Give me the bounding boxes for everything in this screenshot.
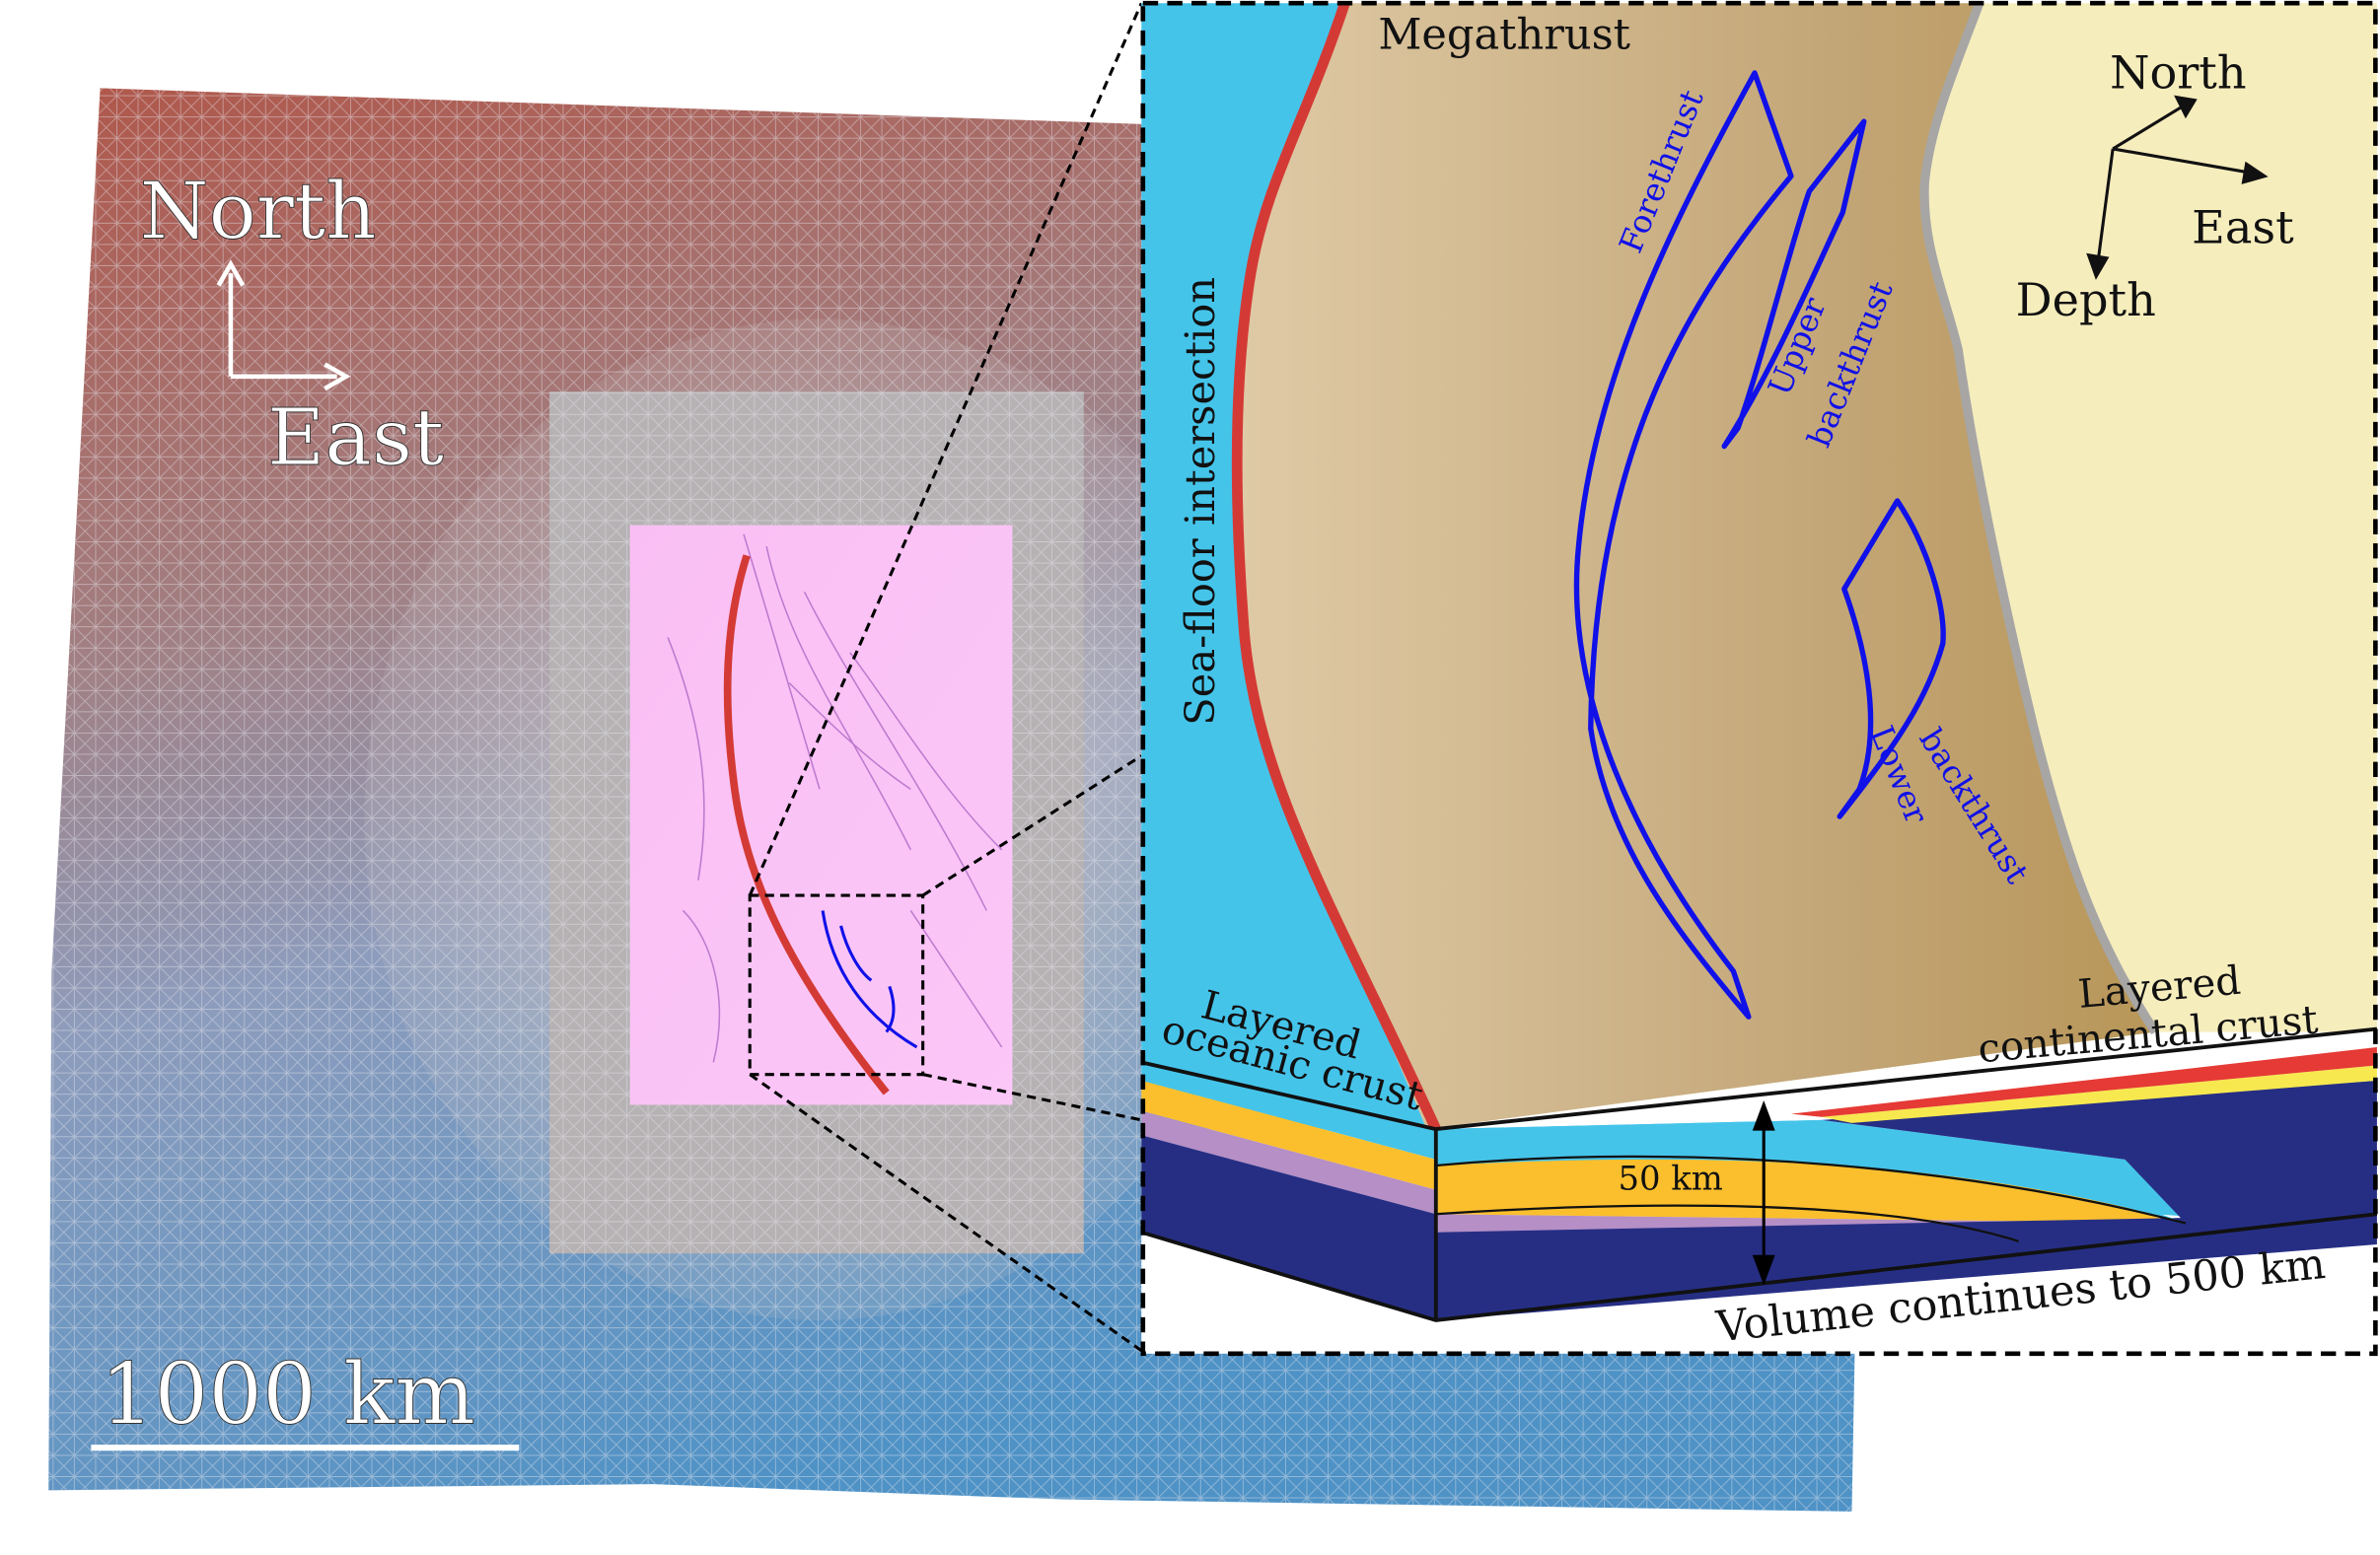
scale-label: 1000 km — [101, 1346, 476, 1445]
megathrust-label: Megathrust — [1378, 10, 1630, 59]
fault-outlines — [1573, 70, 1946, 1020]
continental-layer-navy — [1821, 1080, 2377, 1224]
inset-east-label: East — [2192, 200, 2294, 253]
oceanic-layer-navy — [1141, 1135, 1436, 1320]
map-north-label: North — [140, 166, 377, 257]
oceanic-layer-purple — [1141, 1110, 1436, 1215]
continental-layer-red — [1790, 1046, 2377, 1117]
seafloor-label: Sea-floor intersection — [1176, 277, 1224, 726]
map-forethrust-trace — [821, 910, 918, 1049]
depth-arrow — [1752, 1100, 1775, 1286]
inset-north-label: North — [2110, 45, 2247, 99]
accretionary-wedge — [1237, 3, 2156, 1130]
forethrust-outline — [1573, 70, 1794, 1020]
mesh-map: North East 1000 km — [48, 2, 1855, 1512]
inset-depth-label: Depth — [2016, 273, 2156, 326]
front-layer-orange — [1435, 1159, 2187, 1224]
inset-panel: 50 km Megathrust Sea-floor intersection … — [1140, 0, 2378, 1357]
continental-layer-yellow — [1821, 1065, 2377, 1123]
continent-region — [1924, 3, 2377, 1032]
inset-frame — [1140, 0, 2378, 1357]
crust-block: 50 km — [1140, 1026, 2378, 1322]
megathrust-trace — [1231, 1, 1441, 1132]
coastline — [1919, 1, 2160, 1035]
ocean-region — [1141, 3, 1427, 1130]
lower-backthrust-outline — [1837, 498, 1946, 819]
zoom-box — [748, 893, 925, 1077]
map-compass — [216, 259, 351, 391]
depth-label: 50 km — [1618, 1160, 1722, 1198]
inset-compass — [2086, 95, 2269, 280]
upper-backthrust-outline — [1721, 118, 1867, 450]
continental-layer-cyan — [1435, 1119, 2187, 1224]
map-megathrust-trace — [723, 554, 890, 1096]
oceanic-layer-orange — [1141, 1080, 1436, 1190]
map-east-label: East — [267, 391, 444, 483]
zoom-leaders — [748, 2, 1143, 1353]
seismic-image — [629, 525, 1013, 1105]
